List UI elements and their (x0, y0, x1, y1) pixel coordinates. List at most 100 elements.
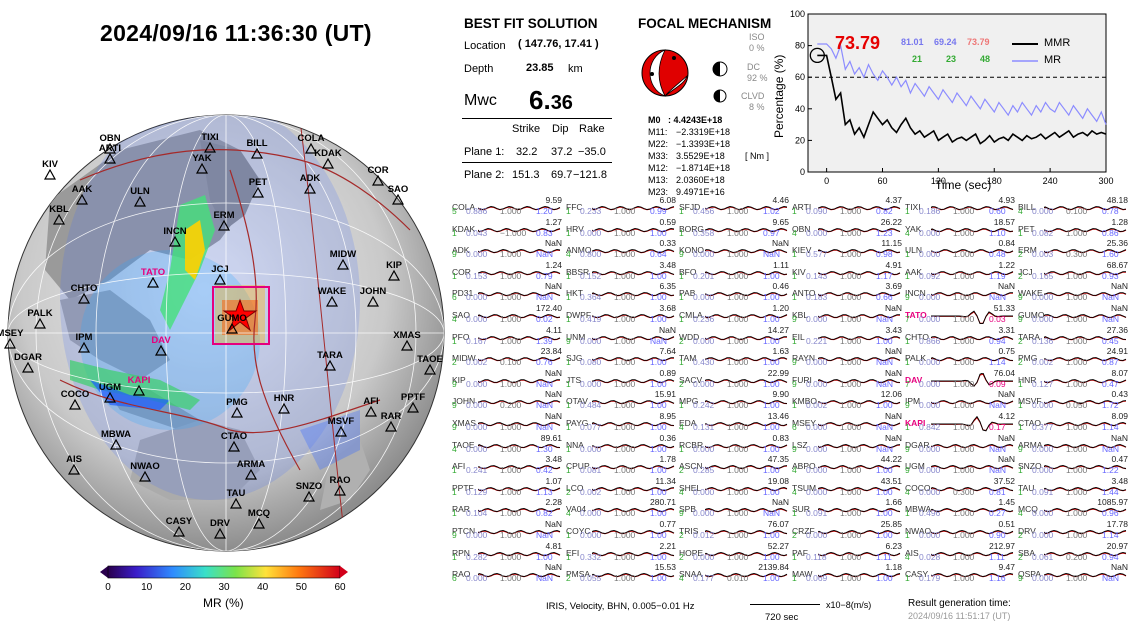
station-label: TARA (317, 350, 343, 361)
waveform-cell: ABPO 44.22 4 0.000 1.000 1.00 (792, 454, 902, 478)
m0-label: M0 (648, 115, 661, 125)
station-triangle-icon (302, 490, 316, 502)
waveform-cell: UGM NaN 9 0.000 1.000 NaN (905, 454, 1015, 478)
waveform-cell: EFI 2.21 1 0.332 1.000 1.00 (566, 541, 676, 565)
weight-value: 1.000 (500, 486, 522, 497)
station-name: ADK (452, 245, 470, 256)
waveform-cell: KIV 4.91 1 0.143 1.000 1.17 (792, 260, 902, 284)
station-triangle-icon (21, 361, 35, 373)
variance-value: 0.419 (580, 314, 602, 324)
weight-value: 1.000 (953, 378, 975, 389)
waveform-trace (1044, 227, 1127, 232)
max-amplitude: 6.08 (659, 195, 676, 205)
max-amplitude: 76.04 (993, 367, 1015, 378)
max-amplitude: 15.53 (654, 562, 676, 573)
ratio-value: 1.00 (650, 314, 667, 324)
max-amplitude: 13.46 (767, 411, 789, 421)
weight-value: 1.000 (500, 465, 522, 476)
ratio-value: 1.19 (989, 270, 1006, 281)
quality-flag: 1 (905, 249, 910, 260)
station-kdak: KDAK (314, 148, 342, 169)
weight-value: 1.000 (840, 206, 862, 216)
waveform-cell: GUMO NaN 9 0.000 1.000 NaN (1018, 303, 1128, 327)
station-name: BBSR (566, 266, 590, 277)
ratio-value: 1.60 (1102, 249, 1119, 260)
max-amplitude: 47.35 (767, 454, 789, 465)
weight-value: 1.000 (953, 443, 975, 454)
quality-flag: 4 (679, 422, 684, 432)
weight-value: 1.000 (500, 270, 522, 281)
variance-value: 0.000 (806, 465, 828, 476)
quality-flag: 1 (792, 270, 797, 281)
quality-flag: 1 (452, 551, 457, 562)
quality-flag: 2 (1018, 335, 1023, 346)
station-label: ERM (213, 210, 234, 221)
station-label: TAOE (417, 354, 443, 365)
waveform-cell: EIL 3.43 1 0.221 1.000 1.00 (792, 325, 902, 349)
station-bill: BILL (246, 138, 268, 159)
ratio-value: 0.81 (989, 486, 1006, 497)
station-name: AFI (452, 461, 466, 472)
waveform-trace (592, 335, 675, 340)
max-amplitude: 1.18 (885, 562, 902, 573)
observed-trace (1044, 249, 1127, 254)
station-kapi: KAPI (128, 375, 150, 396)
quality-flag: 1 (566, 443, 571, 454)
station-triangle-icon (213, 273, 227, 285)
ratio-value: 1.00 (650, 551, 667, 562)
ratio-value: NaN (876, 378, 894, 389)
ratio-value: NaN (536, 292, 554, 303)
max-amplitude: 11.34 (655, 475, 676, 486)
max-amplitude: 2139.84 (758, 562, 789, 573)
waveform-trace (478, 530, 561, 535)
waveform-cell: FFC 6.08 1 0.233 1.000 0.99 (566, 195, 676, 219)
weight-value: 0.100 (1066, 206, 1088, 216)
station-triangle-icon (77, 292, 91, 304)
station-name: SNAA (679, 569, 703, 580)
observed-trace (705, 443, 788, 448)
weight-value: 1.000 (614, 227, 636, 238)
station-mbwa: MBWA (101, 429, 131, 450)
observed-trace (931, 400, 1014, 405)
waveform-trace (1044, 551, 1127, 556)
variance-value: 0.201 (693, 270, 715, 281)
max-amplitude: 8.95 (659, 411, 676, 421)
station-triangle-icon (366, 295, 380, 307)
variance-value: 0.000 (693, 443, 715, 454)
plane1-rake: −35.0 (578, 146, 606, 158)
max-amplitude: 4.37 (885, 195, 902, 205)
waveform-cell: CHTO 3.31 1 0.866 1.000 0.94 (905, 325, 1015, 349)
waveform-cell: CRZF 25.85 2 0.000 1.000 1.00 (792, 519, 902, 543)
station-kbl: KBL (49, 204, 69, 225)
station-triangle-icon (133, 195, 147, 207)
ratio-value: 0.97 (763, 227, 780, 238)
station-label: OBN (99, 133, 120, 144)
strike-header: Strike (512, 123, 541, 135)
waveform-trace (478, 573, 561, 578)
variance-value: 0.577 (806, 249, 828, 260)
waveform-cell: KDAK 1.27 1 0.043 −1.000 0.83 (452, 217, 562, 241)
station-name: PAYG (566, 418, 589, 428)
waveform-cell: AAK 1.22 1 0.092 1.000 1.19 (905, 260, 1015, 284)
clvd-label: CLVD (741, 91, 765, 101)
waveform-cell: LCO 11.34 2 0.002 1.000 1.00 (566, 475, 676, 500)
station-name: BILL (1018, 202, 1036, 212)
ratio-value: 0.76 (536, 357, 553, 368)
quality-flag: 1 (566, 400, 571, 411)
ratio-value: 1.00 (650, 508, 667, 519)
quality-flag: 1 (792, 573, 797, 584)
waveform-trace (592, 206, 675, 211)
waveform-trace (1044, 206, 1127, 211)
quality-flag: 9 (792, 357, 797, 368)
waveform-trace (592, 573, 675, 578)
station-name: RPN (452, 547, 470, 558)
variance-value: 0.000 (806, 486, 828, 497)
waveform-cell: ERM 25.36 2 0.003 0.300 1.60 (1018, 238, 1128, 262)
variance-value: 0.082 (1032, 227, 1054, 238)
ratio-value: 1.00 (650, 270, 667, 281)
observed-trace (1044, 573, 1127, 578)
variance-value: 0.364 (580, 292, 602, 303)
waveform-cell: AIS 212.97 4 0.028 1.000 1.11 (905, 541, 1015, 565)
station-name: MAW (792, 569, 813, 580)
legend-mmr: MMR (1044, 37, 1071, 49)
